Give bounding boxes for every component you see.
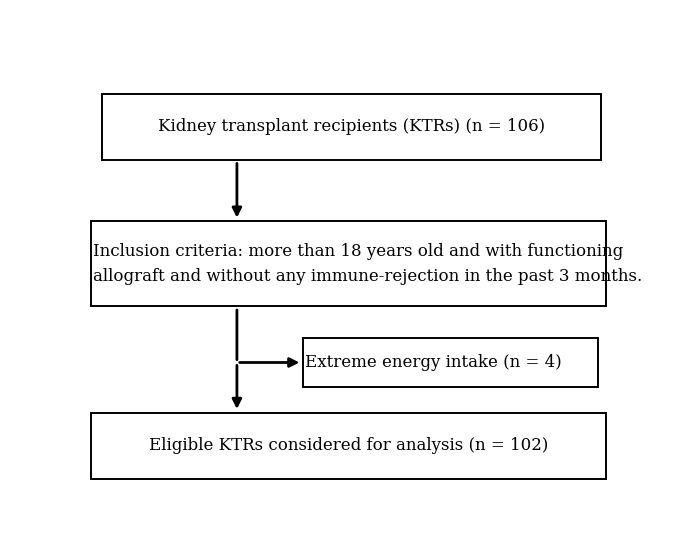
FancyBboxPatch shape (91, 413, 606, 479)
Text: Eligible KTRs considered for analysis (n = 102): Eligible KTRs considered for analysis (n… (149, 437, 548, 454)
Text: Kidney transplant recipients (KTRs) (n = 106): Kidney transplant recipients (KTRs) (n =… (158, 118, 545, 135)
Text: Extreme energy intake (n = 4): Extreme energy intake (n = 4) (306, 354, 562, 371)
FancyBboxPatch shape (303, 338, 598, 387)
FancyBboxPatch shape (101, 94, 601, 160)
FancyBboxPatch shape (91, 221, 606, 306)
Text: Inclusion criteria: more than 18 years old and with functioning
allograft and wi: Inclusion criteria: more than 18 years o… (92, 243, 642, 285)
